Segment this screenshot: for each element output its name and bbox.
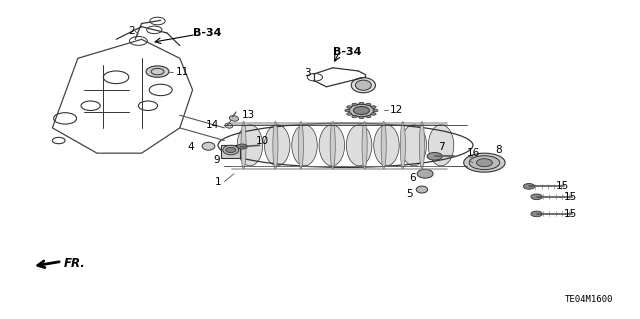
Circle shape	[352, 115, 357, 118]
Text: 7: 7	[438, 142, 445, 152]
Text: 6: 6	[409, 174, 415, 183]
Text: 13: 13	[243, 110, 255, 120]
Circle shape	[359, 102, 364, 105]
Text: B-34: B-34	[193, 28, 221, 38]
Ellipse shape	[351, 78, 376, 93]
Ellipse shape	[401, 125, 426, 166]
Ellipse shape	[400, 122, 405, 169]
FancyBboxPatch shape	[221, 145, 241, 158]
Text: 15: 15	[563, 192, 577, 202]
Circle shape	[347, 113, 352, 115]
Ellipse shape	[417, 169, 433, 178]
Ellipse shape	[416, 186, 428, 193]
Ellipse shape	[225, 123, 233, 128]
Text: 15: 15	[563, 209, 577, 219]
Text: 14: 14	[206, 120, 220, 130]
Text: 1: 1	[214, 177, 221, 187]
Ellipse shape	[223, 145, 239, 155]
Text: TE04M1600: TE04M1600	[564, 295, 613, 304]
Circle shape	[226, 147, 236, 152]
Text: 4: 4	[188, 142, 195, 152]
Text: B-34: B-34	[333, 47, 361, 57]
Ellipse shape	[237, 125, 262, 166]
Ellipse shape	[202, 142, 215, 150]
Ellipse shape	[355, 80, 371, 90]
Circle shape	[359, 116, 364, 119]
Ellipse shape	[264, 125, 290, 166]
Text: 15: 15	[556, 182, 569, 191]
Circle shape	[531, 194, 542, 200]
Text: 16: 16	[467, 148, 480, 158]
Circle shape	[427, 152, 442, 160]
Text: 3: 3	[304, 68, 310, 78]
Ellipse shape	[330, 122, 335, 169]
Circle shape	[524, 183, 535, 189]
Text: 5: 5	[406, 189, 412, 199]
Ellipse shape	[241, 122, 246, 169]
Text: 8: 8	[495, 145, 502, 155]
Circle shape	[237, 144, 247, 149]
Ellipse shape	[469, 156, 500, 170]
Ellipse shape	[353, 107, 369, 115]
Ellipse shape	[374, 125, 399, 166]
Circle shape	[531, 211, 542, 217]
Ellipse shape	[381, 122, 387, 169]
Text: 12: 12	[390, 106, 403, 115]
Ellipse shape	[346, 125, 372, 166]
Text: 2: 2	[129, 26, 135, 36]
Circle shape	[371, 113, 376, 115]
Ellipse shape	[273, 122, 278, 169]
Ellipse shape	[419, 122, 424, 169]
Ellipse shape	[298, 122, 303, 169]
Ellipse shape	[319, 125, 344, 166]
Text: FR.: FR.	[64, 257, 86, 270]
Circle shape	[373, 109, 378, 112]
Ellipse shape	[292, 125, 317, 166]
Ellipse shape	[464, 153, 505, 172]
Ellipse shape	[428, 125, 454, 166]
Circle shape	[146, 66, 169, 77]
Ellipse shape	[362, 122, 367, 169]
Circle shape	[371, 106, 376, 108]
Circle shape	[366, 115, 371, 118]
Circle shape	[347, 106, 352, 108]
Text: 10: 10	[256, 136, 269, 146]
Text: 9: 9	[213, 155, 220, 165]
Ellipse shape	[476, 159, 492, 167]
Text: 11: 11	[175, 67, 189, 77]
Circle shape	[352, 103, 357, 106]
Ellipse shape	[229, 115, 239, 121]
Circle shape	[366, 103, 371, 106]
Ellipse shape	[349, 104, 374, 117]
Circle shape	[345, 109, 350, 112]
